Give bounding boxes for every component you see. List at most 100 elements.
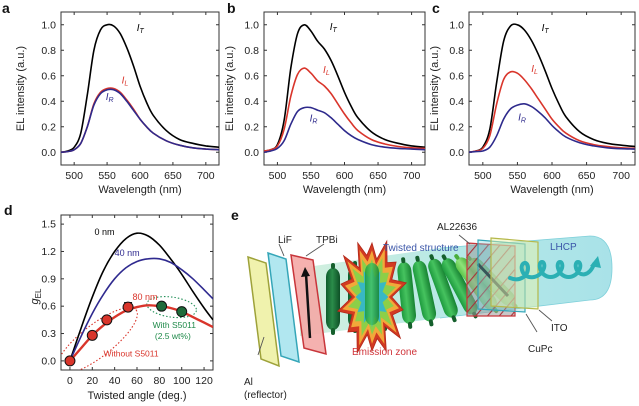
x-tick-label: 500 <box>474 170 492 182</box>
lc-rod-tip <box>428 319 434 327</box>
series-line-i_t <box>469 23 635 154</box>
panel-letter-d: d <box>4 202 13 218</box>
lif-layer <box>267 251 300 364</box>
lc-rod-tip <box>415 255 420 262</box>
x-axis-title: Wavelength (nm) <box>510 184 593 196</box>
curve-label-i-t: IT <box>542 23 550 35</box>
lc-rod-body <box>428 258 458 318</box>
x-tick-label: 20 <box>86 375 98 387</box>
curve-label-main: I <box>137 23 140 34</box>
y-tick-label: 1.0 <box>244 19 259 31</box>
x-tick-label: 120 <box>195 375 213 387</box>
label-lhcp: LHCP <box>550 242 577 253</box>
lc-rod <box>326 263 340 335</box>
lc-rod-tip <box>451 315 457 323</box>
x-tick-label: 500 <box>269 170 287 182</box>
al-reflector-layer <box>247 255 280 368</box>
panel-e-device-diagram: e <box>231 207 613 401</box>
curve-label-main: I <box>531 64 534 75</box>
y-axis-title: gEL <box>29 288 43 304</box>
label-al: Al <box>244 377 253 388</box>
curve-label-i-t: IT <box>137 23 145 35</box>
x-tick-label: 650 <box>578 170 596 182</box>
y-tick-label: 0.4 <box>41 96 56 108</box>
label-cupc: CuPc <box>528 344 552 355</box>
y-tick-label: 0.3 <box>41 328 56 340</box>
y-tick-label: 0.0 <box>41 147 56 159</box>
y-tick-label: 0.6 <box>41 70 56 82</box>
x-axis-title: Wavelength (nm) <box>303 184 386 196</box>
curve-label-main: I <box>323 65 326 76</box>
series-line-i_t <box>264 23 425 152</box>
curve-label-sub: R <box>109 97 114 104</box>
series-line-i_r <box>469 102 635 154</box>
cupc-layer <box>477 239 526 313</box>
y-tick-label: 0.6 <box>244 70 259 82</box>
series-line-i_l <box>469 70 635 154</box>
curve-label-sub: L <box>326 70 330 77</box>
y-tick-label: 0.0 <box>449 147 464 159</box>
x-tick-label: 550 <box>98 170 116 182</box>
x-axis-title: Wavelength (nm) <box>98 184 181 196</box>
plot-area-b <box>264 23 425 154</box>
y-tick-label: 1.2 <box>41 246 56 258</box>
label-40-nm: 40 nm <box>115 248 140 258</box>
x-tick-label: 650 <box>369 170 387 182</box>
lc-rod-body <box>365 263 379 325</box>
x-tick-label: 650 <box>164 170 182 182</box>
lc-rod <box>412 255 437 327</box>
y-tick-label: 0.0 <box>244 147 259 159</box>
curve-label-i-r: IR <box>518 112 526 124</box>
label-lif: LiF <box>278 235 292 246</box>
x-tick-label: 550 <box>302 170 320 182</box>
y-axis-title: EL intensity (a.u.) <box>429 46 441 131</box>
lc-rod-tip <box>331 328 335 335</box>
y-tick-label: 0.6 <box>449 70 464 82</box>
y-tick-label: 0.2 <box>41 121 56 133</box>
label-twisted-structure: Twisted structure <box>383 243 459 254</box>
lc-rod-tip <box>331 263 335 269</box>
label-with-s5011: With S5011 <box>153 320 197 330</box>
label-pointers <box>257 234 553 356</box>
curve-label-sub: L <box>534 69 538 76</box>
lc-rod-tip <box>401 257 406 264</box>
x-tick-label: 0 <box>67 375 73 387</box>
curve-label-sub: L <box>124 80 128 87</box>
panel-letter-a: a <box>2 0 10 16</box>
data-point <box>101 314 113 326</box>
curve-label-main: I <box>106 92 109 103</box>
plot-area-c <box>469 23 635 154</box>
data-point <box>176 306 188 318</box>
y-tick-label: 1.5 <box>41 219 56 231</box>
curve-label-sub: T <box>333 27 338 34</box>
data-point <box>122 301 134 313</box>
series-line-i_r <box>61 88 219 154</box>
x-tick-label: 700 <box>403 170 421 182</box>
y-tick-label: 1.0 <box>449 19 464 31</box>
x-tick-label: 100 <box>173 375 191 387</box>
light-beam-edge <box>439 235 613 319</box>
panel-letter-e: e <box>231 207 239 223</box>
series-line-i_l <box>264 67 425 152</box>
y-axis-title-sub: EL <box>34 288 43 298</box>
y-tick-label: 0.6 <box>41 301 56 313</box>
plot-area-a <box>61 23 219 154</box>
label-ito: ITO <box>551 323 568 334</box>
x-tick-label: 500 <box>65 170 83 182</box>
series-line-0-nm <box>69 232 213 362</box>
curve-label-main: I <box>310 114 313 125</box>
x-tick-label: 550 <box>509 170 527 182</box>
curve-label-sub: T <box>544 28 549 35</box>
x-axis-title: Twisted angle (deg.) <box>87 390 186 402</box>
x-tick-label: 600 <box>336 170 354 182</box>
label-0-nm: 0 nm <box>95 227 115 237</box>
series-line-i_r <box>264 106 425 154</box>
lc-rod-body <box>326 268 340 330</box>
label-80-nm: 80 nm <box>133 292 158 302</box>
lc-rod <box>428 254 458 323</box>
curve-label-sub: R <box>521 117 526 124</box>
label-with-s5011-concentration: (2.5 wt%) <box>155 331 191 341</box>
data-point <box>64 355 76 367</box>
lc-rod-tip <box>429 254 435 261</box>
